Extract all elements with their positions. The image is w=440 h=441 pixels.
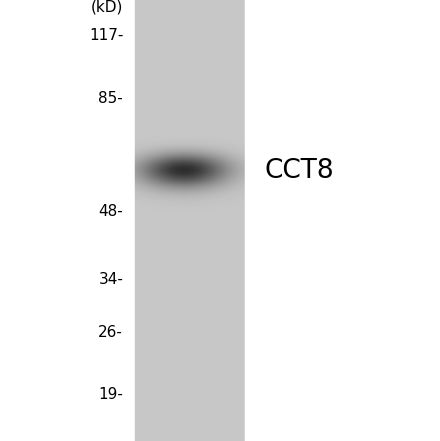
Text: 48-: 48- bbox=[99, 204, 123, 219]
Text: CCT8: CCT8 bbox=[264, 157, 334, 183]
Text: 34-: 34- bbox=[98, 272, 123, 287]
Text: (kD): (kD) bbox=[91, 0, 123, 15]
Text: 85-: 85- bbox=[99, 91, 123, 106]
Text: 117-: 117- bbox=[89, 28, 123, 43]
Text: 19-: 19- bbox=[98, 387, 123, 402]
Text: 26-: 26- bbox=[98, 325, 123, 340]
